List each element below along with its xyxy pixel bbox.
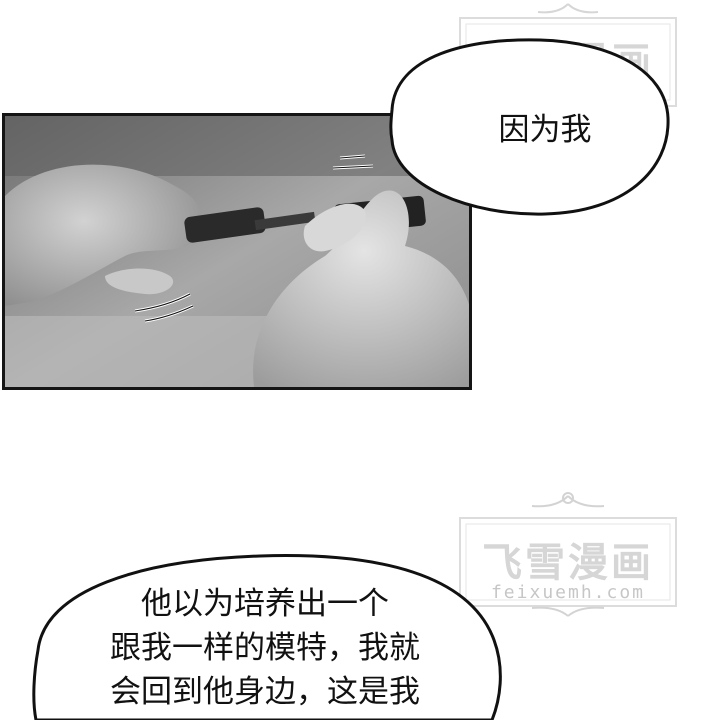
watermark-url: feixuemh.com [490,582,646,603]
speech-bubble-top-right [389,38,670,216]
watermark-frame-icon [459,492,677,617]
manga-panel [2,113,472,390]
hands-plugging-cable-icon [5,116,469,387]
watermark-bottom: 飞雪漫画 feixuemh.com [448,490,688,617]
speech-line: 会回到他身边，这是我 [110,674,420,710]
speech-bubble-text-bottom: 他以为培养出一个 跟我一样的模特，我就 会回到他身边，这是我 [40,582,490,714]
speech-bubble-text-top: 因为我 [498,112,592,148]
speech-line: 跟我一样的模特，我就 [110,630,420,666]
speech-line: 他以为培养出一个 [141,586,389,622]
watermark-title: 飞雪漫画 [482,540,654,586]
